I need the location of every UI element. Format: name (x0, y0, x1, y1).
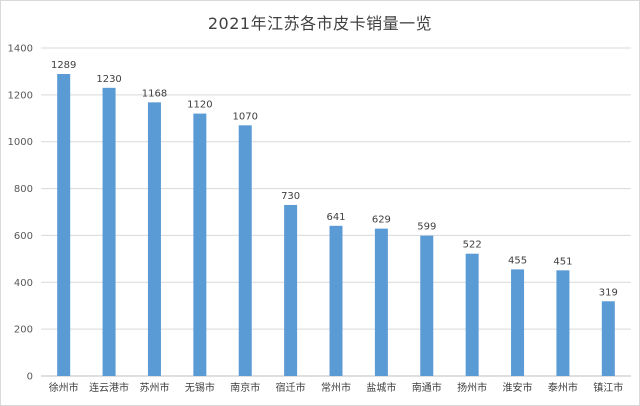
bar (102, 87, 116, 376)
bar (193, 113, 207, 376)
bar (556, 270, 570, 376)
x-category-label: 宿迁市 (276, 381, 306, 394)
x-category-label: 徐州市 (49, 381, 79, 394)
x-category-label: 泰州市 (548, 381, 578, 394)
data-label: 730 (281, 191, 300, 202)
data-label: 319 (599, 287, 618, 298)
data-label: 599 (417, 222, 436, 233)
data-label: 1070 (233, 111, 258, 122)
x-category-label: 南通市 (412, 381, 442, 394)
bar (238, 125, 252, 376)
x-category-label: 无锡市 (185, 381, 215, 394)
bar (420, 235, 434, 376)
data-label: 641 (326, 212, 345, 223)
data-label: 451 (553, 256, 572, 267)
data-label: 455 (508, 255, 527, 266)
x-category-label: 苏州市 (139, 381, 169, 394)
y-tick-label: 400 (14, 278, 33, 289)
bar (147, 102, 161, 377)
data-label: 1289 (51, 60, 76, 71)
y-tick-label: 0 (27, 372, 33, 383)
data-label: 1230 (96, 74, 121, 85)
data-label: 1168 (142, 88, 167, 99)
x-category-label: 连云港市 (89, 381, 129, 394)
y-tick-label: 1000 (8, 137, 33, 148)
x-category-label: 南京市 (230, 381, 260, 394)
chart-title: 2021年江苏各市皮卡销量一览 (207, 14, 433, 33)
y-tick-label: 200 (14, 325, 33, 336)
bar (465, 253, 479, 376)
x-category-label: 盐城市 (366, 381, 396, 394)
y-tick-label: 1400 (8, 44, 33, 55)
x-category-label: 镇江市 (593, 381, 623, 394)
bar (57, 74, 71, 377)
y-tick-label: 1200 (8, 90, 33, 101)
y-tick-label: 600 (14, 231, 33, 242)
x-category-label: 扬州市 (457, 381, 487, 394)
bar (601, 301, 615, 376)
bar (511, 269, 525, 376)
data-label: 1120 (187, 100, 212, 111)
bar (284, 204, 298, 376)
data-label: 629 (372, 215, 391, 226)
bar (329, 225, 343, 376)
x-category-label: 常州市 (321, 381, 351, 394)
data-label: 522 (463, 240, 482, 251)
bar (374, 228, 388, 376)
x-category-label: 淮安市 (503, 381, 533, 394)
y-tick-label: 800 (14, 184, 33, 195)
